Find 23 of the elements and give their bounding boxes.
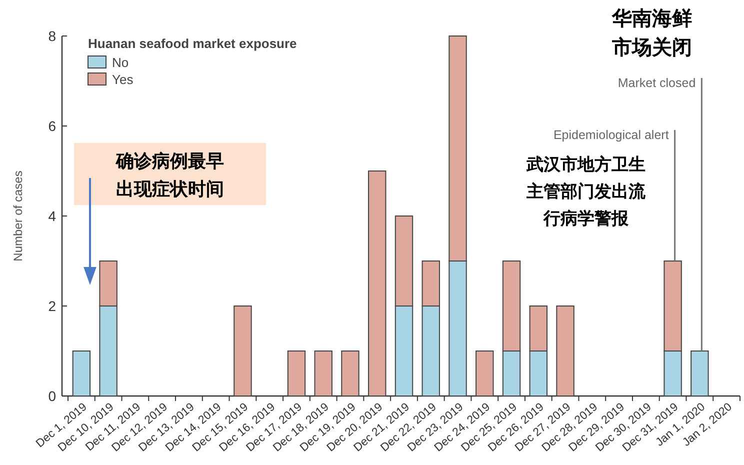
bar: [314, 350, 332, 396]
bar: [368, 170, 386, 396]
bar: [476, 350, 494, 396]
bar: [556, 306, 574, 396]
y-tick-label: 2: [48, 298, 56, 314]
bar: [72, 350, 91, 396]
y-tick-label: 8: [48, 28, 56, 44]
y-axis-title: Number of cases: [11, 170, 25, 262]
bar: [690, 350, 709, 396]
annotation: 华南海鲜市场关闭: [611, 8, 692, 59]
annotation: 确诊病例最早出现症状时间: [115, 151, 224, 199]
bar: [287, 350, 306, 396]
legend-title: Huanan seafood market exposure: [88, 36, 297, 51]
y-tick-label: 6: [48, 118, 56, 134]
y-tick-label: 4: [48, 208, 56, 224]
bar: [234, 306, 252, 396]
annotation: 武汉市地方卫生主管部门发出流行病学警报: [526, 155, 646, 228]
annotation: Market closed: [618, 76, 696, 90]
y-tick-label: 0: [48, 388, 56, 404]
legend-label: No: [112, 55, 129, 70]
legend-label: Yes: [112, 72, 134, 87]
bar: [341, 350, 360, 396]
annotation: Epidemiological alert: [553, 128, 670, 142]
